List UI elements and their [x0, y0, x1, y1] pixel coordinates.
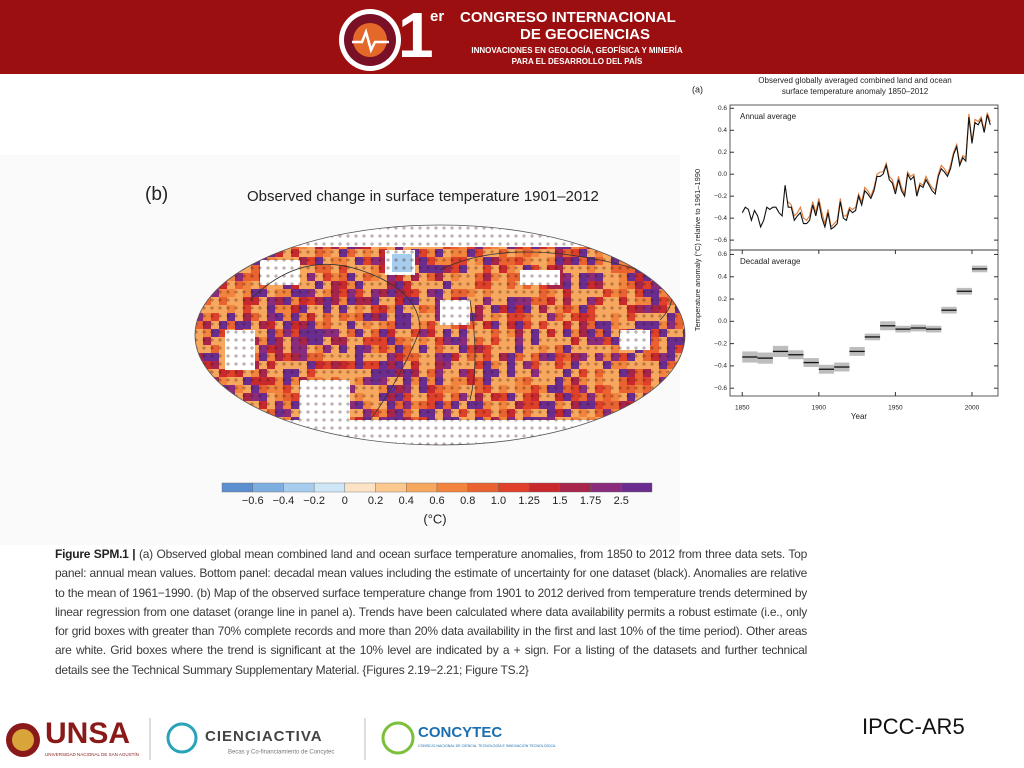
chart-title: surface temperature anomaly 1850–2012: [782, 87, 929, 96]
map-outline: [194, 224, 686, 446]
y-tick-label: 0.2: [718, 149, 727, 156]
unsa-seal-core: [12, 729, 34, 751]
footer-logo-text: CIENCIACTIVA: [205, 728, 323, 745]
map-title: Observed change in surface temperature 1…: [247, 188, 599, 205]
colorbar-label: 1.0: [491, 495, 506, 507]
colorbar-swatch: [283, 482, 315, 493]
colorbar-swatch: [467, 482, 499, 493]
colorbar-swatch: [590, 482, 622, 493]
y-tick-label: 0.4: [718, 127, 727, 134]
colorbar-swatch: [406, 482, 438, 493]
y-tick-label: −0.2: [714, 340, 727, 347]
header-subtitle: PARA EL DESARROLLO DEL PAÍS: [512, 57, 643, 66]
colorbar-label: 0: [342, 495, 348, 507]
colorbar-swatch: [252, 482, 284, 493]
colorbar-swatch: [344, 482, 376, 493]
colorbar-label: 1.75: [580, 495, 601, 507]
footer-logo-sub: UNIVERSIDAD NACIONAL DE SAN AGUSTÍN: [45, 751, 139, 757]
y-tick-label: −0.6: [714, 237, 727, 244]
map-cell: [683, 425, 685, 433]
colorbar-label: 1.25: [518, 495, 539, 507]
colorbar-swatch: [621, 482, 653, 493]
x-tick-label: 1850: [735, 405, 750, 412]
colorbar-swatch: [436, 482, 468, 493]
header-badge: 1: [398, 0, 434, 71]
caption: Figure SPM.1 | (a) Observed global mean …: [55, 545, 807, 680]
header-logo-core: [353, 23, 387, 57]
colorbar-swatch: [498, 482, 530, 493]
header-band: [0, 0, 1024, 74]
footer-logo-sub: Becas y Co-financiamiento de Concytec: [228, 750, 334, 756]
y-tick-label: −0.2: [714, 193, 727, 200]
colorbar-swatch: [375, 482, 407, 493]
series-line: [741, 114, 991, 231]
y-tick-label: 0.0: [718, 318, 727, 325]
colorbar-label: 2.5: [614, 495, 629, 507]
header-logo-pulse: [352, 28, 389, 54]
footer-logo-text: CONCYTEC: [418, 724, 502, 741]
cienciactiva-icon: [166, 722, 198, 754]
caption-label: Figure SPM.1 |: [55, 547, 136, 561]
colorbar-swatch: [313, 482, 346, 493]
y-tick-label: 0.0: [718, 171, 727, 178]
x-axis-label: Year: [851, 412, 868, 421]
y-tick-label: −0.6: [714, 385, 727, 392]
y-tick-label: 0.6: [718, 251, 727, 258]
header-title: CONGRESO INTERNACIONAL: [460, 9, 676, 26]
footer-logo-text: UNSA: [45, 717, 130, 750]
colorbar-label: −0.4: [273, 495, 295, 507]
colorbar-unit: (°C): [423, 511, 446, 526]
map-cell: [683, 441, 685, 445]
colorbar-label: 0.8: [460, 495, 475, 507]
y-axis-label: Temperature anomaly (°C) relative to 196…: [693, 169, 702, 331]
concytec-icon: [381, 721, 415, 755]
figure-label: (b): [145, 184, 168, 205]
colorbar-swatch: [221, 482, 253, 493]
colorbar-swatch: [559, 482, 591, 493]
plot-frame: [729, 249, 999, 397]
y-tick-label: 0.6: [718, 105, 727, 112]
footer-logo-sub: CONSEJO NACIONAL DE CIENCIA, TECNOLOGÍA …: [418, 743, 556, 748]
colorbar-label: 0.6: [429, 495, 444, 507]
y-tick-label: −0.4: [714, 363, 727, 370]
colorbar-label: 0.4: [399, 495, 414, 507]
y-tick-label: 0.2: [718, 296, 727, 303]
colorbar-label: 1.5: [552, 495, 567, 507]
chart-title: Observed globally averaged combined land…: [758, 76, 951, 85]
colorbar-swatch: [528, 482, 561, 493]
y-tick-label: −0.4: [714, 215, 727, 222]
header-subtitle: INNOVACIONES EN GEOLOGÍA, GEOFÍSICA Y MI…: [471, 46, 683, 55]
map-significance: [195, 225, 685, 445]
colorbar-label: −0.6: [242, 495, 264, 507]
caption-text: (a) Observed global mean combined land a…: [55, 547, 807, 677]
map-cell: [683, 433, 685, 441]
figure-label: (a): [692, 84, 703, 94]
panel-title: Annual average: [740, 112, 797, 121]
series-line: [787, 112, 991, 229]
colorbar-label: 0.2: [368, 495, 383, 507]
panel-title: Decadal average: [740, 257, 801, 266]
x-tick-label: 1900: [812, 405, 827, 412]
colorbar-label: −0.2: [303, 495, 325, 507]
y-tick-label: 0.4: [718, 273, 727, 280]
header-title: DE GEOCIENCIAS: [520, 26, 650, 43]
x-tick-label: 2000: [965, 405, 980, 412]
source-label: IPCC-AR5: [862, 714, 965, 739]
x-tick-label: 1950: [888, 405, 903, 412]
colorbar: −0.6 −0.4 −0.2 0 0.2 0.4 0.6 0.8 1.0 1.25 1.5 1.75 2…: [221, 482, 653, 507]
header-badge-suffix: er: [430, 8, 444, 25]
